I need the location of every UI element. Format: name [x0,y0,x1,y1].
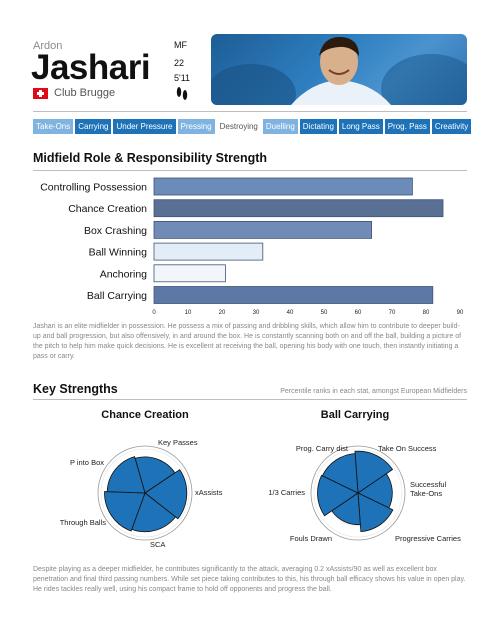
radar-wedge [134,456,176,494]
radar-axis-label: SCA [150,540,165,549]
radar-wedge [354,450,394,494]
x-tick-label: 0 [152,310,156,316]
x-tick-label: 20 [219,310,226,316]
radar-title-chance-creation: Chance Creation [101,409,189,421]
x-tick-label: 40 [287,310,294,316]
ball-carrying-radar-chart: Take On Success Successful Take-Ons Progres… [268,444,461,543]
style-tag: Dictating [299,119,337,134]
radar-title-ball-carrying: Ball Carrying [320,409,390,421]
strengths-divider [33,399,467,400]
strengths-subtitle: Percentile ranks in each stat, amongst E… [280,388,467,395]
radar-outline [310,445,406,541]
strengths-section-title: Key Strengths [33,382,118,396]
radar-axis-label: Successful Take-Ons [410,480,447,498]
radar-gridline [100,448,190,538]
radar-wedge [321,453,359,494]
player-position: MF [174,40,187,50]
x-tick-label: 60 [355,310,362,316]
radar-wedge [104,491,146,532]
radar-axis-label: Through Balls [60,518,107,527]
radar-axis-label: xAssists [195,488,223,497]
radar-wedge [131,492,177,533]
player-photo [211,34,467,105]
style-tag: Long Pass [338,119,383,134]
radar-wedge [357,492,394,533]
bar [153,221,373,239]
style-tag: Duelling [262,119,298,134]
bar-category-label: Ball Carrying [87,290,147,302]
bar-category-label: Box Crashing [84,225,147,237]
bar [153,286,434,304]
bar-category-label: Controlling Possession [40,182,147,194]
radar-wedge [106,456,146,494]
x-tick-label: 10 [185,310,192,316]
bar [153,177,413,196]
x-tick-label: 50 [321,310,328,316]
radar-gridline [313,448,403,538]
bar [153,242,264,261]
club-name: Club Brugge [54,87,116,99]
radar-axis-label: P into Box [70,458,104,467]
chance-creation-radar-chart: Key Passes xAssists SCA Through Balls P into… [60,438,223,549]
x-tick-label: 90 [457,310,464,316]
bar [153,199,444,218]
bar-category-label: Chance Creation [68,203,147,215]
radar-axis-label: Key Passes [158,438,198,447]
swiss-flag-icon [33,87,48,99]
player-height: 5'11 [174,73,191,83]
radar-axis-label: Fouls Drawn [290,534,332,543]
style-tag: Prog. Pass [384,119,430,134]
x-tick-label: 80 [423,310,430,316]
radar-axis-label: Progressive Carries [395,534,461,543]
radar-axis-label: Take On Success [378,444,437,453]
style-tag: Take-Ons [33,119,74,134]
role-strength-bar-chart: Controlling Possession Chance Creation Box… [40,177,464,316]
style-tag: Creativity [431,119,472,134]
radar-axis-label: 1/3 Carries [268,488,305,497]
club-info: Club Brugge [33,87,115,99]
style-tag: Carrying [75,119,112,134]
x-tick-label: 30 [253,310,260,316]
bar-category-label: Anchoring [100,268,147,280]
radar-outline [97,445,193,541]
footprints-icon [176,87,188,100]
bar-category-label: Ball Winning [89,247,148,259]
bar [153,264,226,283]
player-age: 22 [174,58,185,68]
player-last-name: Jashari [31,48,151,87]
style-tag: Destroying [219,122,258,131]
role-section-title: Midfield Role & Responsibility Strength [33,151,268,165]
role-description: Jashari is an elite midfielder in posses… [33,323,462,361]
style-tag: Pressing [177,119,215,134]
strengths-description: Despite playing as a deeper midfielder, … [33,566,466,594]
role-section-divider [33,170,467,171]
header-divider [33,111,467,112]
style-tag: Under Pressure [113,119,176,134]
radar-axis-label: Prog. Carry dist [296,444,349,453]
x-tick-label: 70 [389,310,396,316]
player-first-name: Ardon [33,40,63,52]
radar-wedge [144,469,188,520]
style-tags: Take-Ons Carrying Under Pressure Pressing De… [33,119,472,134]
radar-wedge [317,474,359,517]
